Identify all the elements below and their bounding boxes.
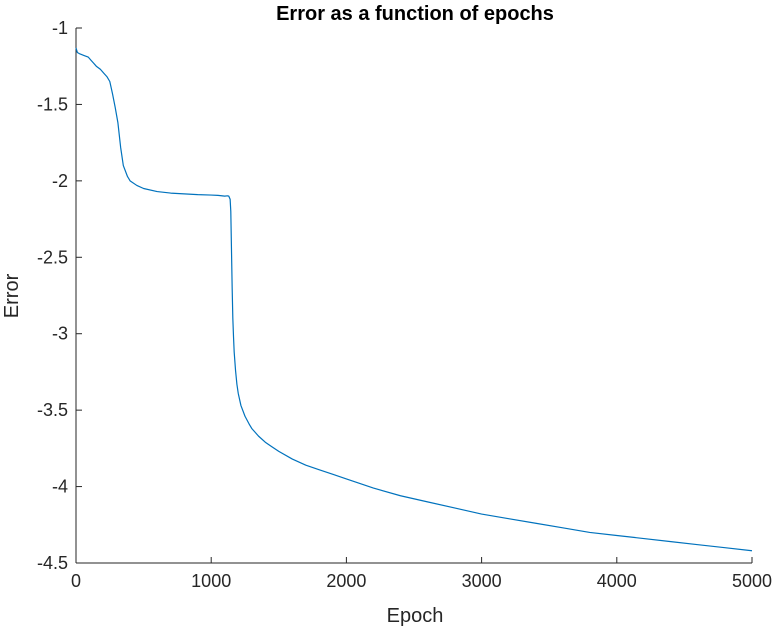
x-tick-label: 2000 (326, 571, 366, 591)
y-axis-label: Error (1, 273, 23, 318)
y-tick-label: -3 (52, 324, 68, 344)
x-axis-label: Epoch (387, 605, 444, 627)
y-tick-label: -3.5 (37, 400, 68, 420)
y-tick-label: -2.5 (37, 247, 68, 267)
x-tick-label: 1000 (191, 571, 231, 591)
y-tick-label: -2 (52, 171, 68, 191)
x-tick-label: 3000 (462, 571, 502, 591)
y-tick-label: -1.5 (37, 94, 68, 114)
x-tick-label: 4000 (597, 571, 637, 591)
series-line (75, 47, 753, 552)
x-tick-label: 0 (71, 571, 81, 591)
y-tick-label: -4 (52, 477, 68, 497)
chart-title: Error as a function of epochs (276, 3, 554, 25)
x-tick-label: 5000 (732, 571, 772, 591)
axes: 0 1000 2000 3000 4000 5000 -1 -1.5 -2 -2.5 -3 -3.5 -… (37, 18, 772, 591)
y-tick-label: -4.5 (37, 553, 68, 573)
plot-area (75, 47, 753, 552)
y-tick-label: -1 (52, 18, 68, 38)
